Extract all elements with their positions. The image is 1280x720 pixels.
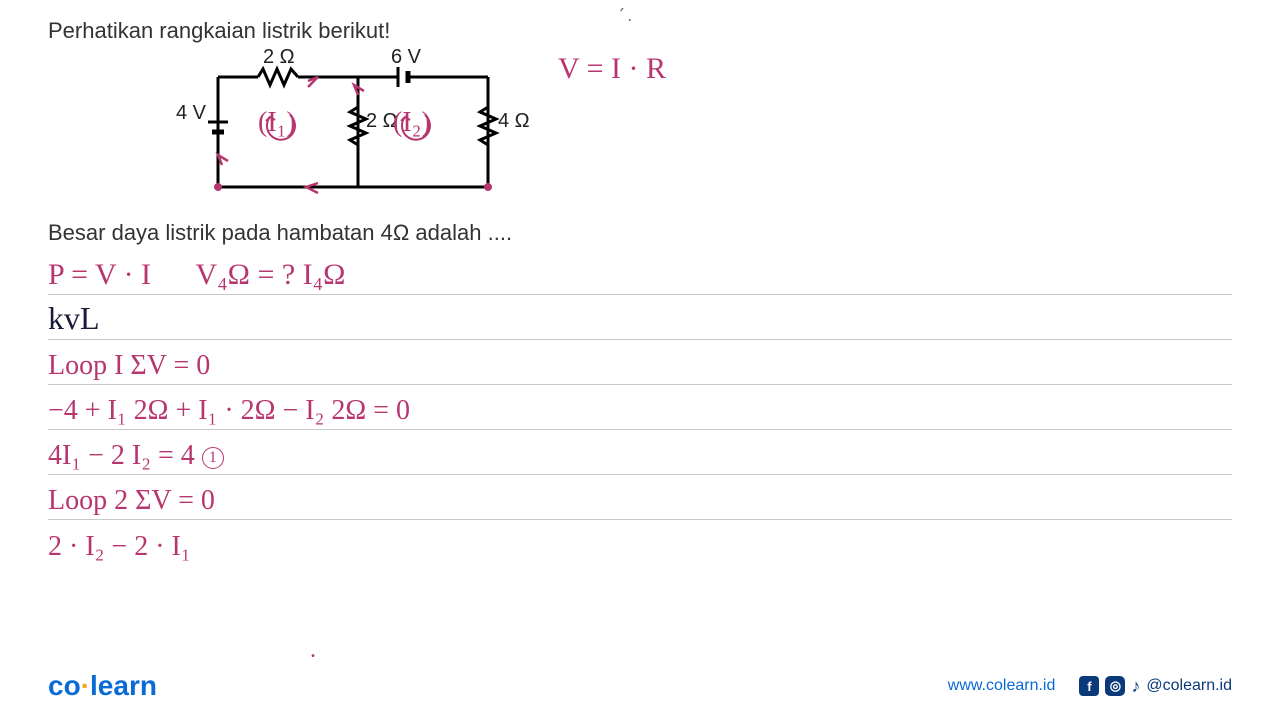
work-line-7: 2 · I₂ − 2 · I₁ (48, 520, 1232, 565)
circuit-diagram: 2 Ω 6 V 4 V 2 Ω 4 Ω (I₁) (I₂) (158, 52, 1232, 212)
problem-title: Perhatikan rangkaian listrik berikut! (48, 18, 1232, 44)
hw-pvi-b: V₄Ω = ? I₄Ω (196, 258, 346, 291)
label-4ohm: 4 Ω (498, 110, 530, 133)
work-line-3: Loop I ΣV = 0 (48, 340, 1232, 385)
loop1-arrow-icon (260, 107, 300, 147)
facebook-icon[interactable]: f (1079, 676, 1099, 696)
hw-loop2: Loop 2 ΣV = 0 (48, 485, 215, 517)
footer: co·learn www.colearn.id f ◎ ♪ @colearn.i… (0, 670, 1280, 702)
hw-eq1-simplified: 4I₁ − 2 I₂ = 4 1 (48, 440, 224, 472)
label-6v: 6 V (391, 46, 421, 69)
circuit-svg (198, 57, 518, 207)
label-2ohm-top: 2 Ω (263, 46, 295, 69)
stray-marks: ՛ . (620, 6, 632, 26)
stray-dot: . (310, 637, 316, 664)
work-area: P = V · I V₄Ω = ? I₄Ω kvL Loop I ΣV = 0 … (48, 250, 1232, 565)
tiktok-icon[interactable]: ♪ (1131, 676, 1140, 697)
hw-loop1: Loop I ΣV = 0 (48, 350, 210, 382)
logo-learn: learn (90, 670, 157, 701)
footer-right: www.colearn.id f ◎ ♪ @colearn.id (948, 676, 1232, 697)
hw-eq2: 2 · I₂ − 2 · I₁ (48, 531, 191, 563)
logo-co: co (48, 670, 81, 701)
hw-pvi: P = V · I V₄Ω = ? I₄Ω (48, 258, 345, 292)
logo-dot-icon: · (81, 670, 90, 701)
formula-vir: V = I · R (558, 52, 666, 86)
hw-eq1s-text: 4I₁ − 2 I₂ = 4 (48, 440, 202, 471)
work-line-1: P = V · I V₄Ω = ? I₄Ω (48, 250, 1232, 295)
instagram-icon[interactable]: ◎ (1105, 676, 1125, 696)
label-4v: 4 V (176, 102, 206, 125)
work-line-5: 4I₁ − 2 I₂ = 4 1 (48, 430, 1232, 475)
question-text: Besar daya listrik pada hambatan 4Ω adal… (48, 220, 1232, 246)
loop2-arrow-icon (395, 107, 435, 147)
social-handle: @colearn.id (1146, 677, 1232, 695)
social-links: f ◎ ♪ @colearn.id (1079, 676, 1232, 697)
work-line-6: Loop 2 ΣV = 0 (48, 475, 1232, 520)
work-line-2: kvL (48, 295, 1232, 340)
hw-eq1: −4 + I₁ 2Ω + I₁ · 2Ω − I₂ 2Ω = 0 (48, 395, 410, 427)
hw-pvi-a: P = V · I (48, 258, 151, 291)
hw-kvl: kvL (48, 300, 100, 337)
website-link[interactable]: www.colearn.id (948, 677, 1056, 695)
brand-logo: co·learn (48, 670, 157, 702)
circled-1-icon: 1 (202, 447, 224, 469)
work-line-4: −4 + I₁ 2Ω + I₁ · 2Ω − I₂ 2Ω = 0 (48, 385, 1232, 430)
